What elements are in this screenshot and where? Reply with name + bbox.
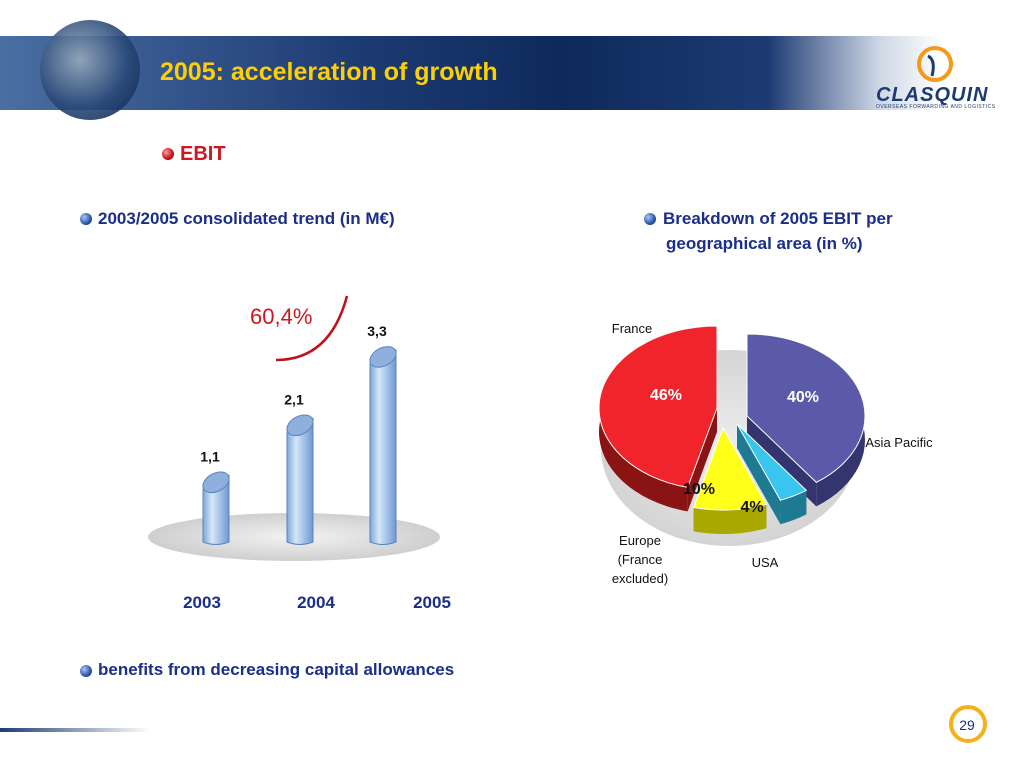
- pie-category-label: USA: [752, 555, 779, 570]
- pie-chart: 46% 40% 4% 10% France Asia Pacific USA Europe (F…: [598, 321, 933, 586]
- growth-label: 60,4%: [250, 304, 312, 329]
- pie-slice-usa: [736, 423, 808, 525]
- growth-arc: [275, 295, 349, 362]
- bar-category-label: 2004: [297, 593, 335, 612]
- pie-slice-france: [598, 325, 718, 512]
- pie-value-label: 4%: [740, 499, 763, 516]
- globe-icon: [40, 20, 140, 120]
- bar-category-label: 2005: [413, 593, 451, 612]
- bar-chart: 1,1 2003 2,1 2004 3,3 2005 60,4%: [148, 295, 451, 612]
- bar-value-label: 3,3: [367, 323, 387, 339]
- pie-category-label: Europe (France excluded): [612, 533, 668, 586]
- bottom-bullet-icon: [80, 665, 92, 677]
- right-bullet-icon: [644, 213, 656, 225]
- right-chart-heading-line2: geographical area (in %): [666, 234, 863, 253]
- bar-2005: [369, 346, 397, 545]
- pie-slice-europe: [692, 426, 768, 534]
- bar-2003: [202, 471, 230, 545]
- right-chart-heading-line1: Breakdown of 2005 EBIT per: [663, 209, 893, 228]
- bar-value-label: 1,1: [200, 448, 220, 464]
- footer-line: [0, 728, 150, 732]
- left-bullet-icon: [80, 213, 92, 225]
- header-banner: [0, 36, 1024, 110]
- page-number-badge: 29: [949, 705, 987, 743]
- ebit-bullet-icon: [162, 148, 174, 160]
- left-chart-heading: 2003/2005 consolidated trend (in M€): [98, 209, 395, 228]
- page-title: 2005: acceleration of growth: [160, 58, 498, 86]
- logo-name: CLASQUIN: [876, 84, 989, 106]
- pie-value-label: 46%: [650, 387, 682, 404]
- pie-category-label: Asia Pacific: [865, 435, 933, 450]
- clasquin-logo: [917, 46, 953, 82]
- bottom-note: benefits from decreasing capital allowan…: [98, 660, 455, 679]
- pie-value-label: 10%: [683, 481, 715, 498]
- bar-2004: [286, 414, 314, 545]
- section-heading: EBIT: [180, 143, 226, 165]
- bar-value-label: 2,1: [284, 391, 304, 407]
- page-number: 29: [959, 717, 975, 733]
- pie-category-label: France: [612, 321, 652, 336]
- pie-value-label: 40%: [787, 389, 819, 406]
- bar-category-label: 2003: [183, 593, 221, 612]
- logo-tagline: OVERSEAS FORWARDING AND LOGISTICS: [876, 104, 996, 110]
